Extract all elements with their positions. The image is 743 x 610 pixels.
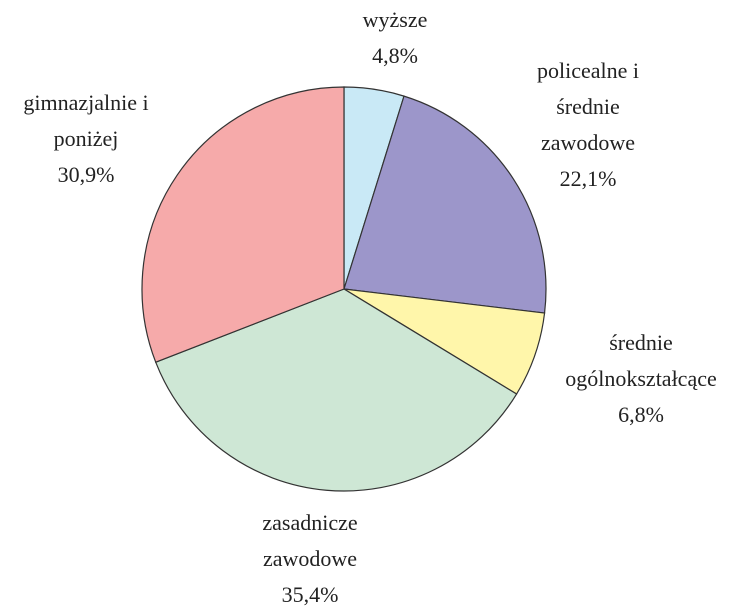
slice-label: gimnazjalnie i [23,90,148,115]
slice-label: zasadnicze [262,510,357,535]
value-label: 30,9% [58,162,115,187]
value-label: 4,8% [372,43,418,68]
pie-slice [141,86,345,363]
slice-label: zawodowe [541,130,635,155]
pie-slice [154,288,518,492]
slice-label: policealne i [537,58,639,83]
pie-slice [343,95,547,314]
slice-label: zawodowe [263,546,357,571]
slice-label: wyższe [363,7,428,32]
value-label: 35,4% [282,582,339,607]
slice-label: ogólnokształcące [565,366,717,391]
value-label: 6,8% [618,402,664,427]
value-label: 22,1% [560,166,617,191]
slice-label: średnie [556,94,620,119]
slice-label: poniżej [54,126,119,151]
slice-label: średnie [609,330,673,355]
